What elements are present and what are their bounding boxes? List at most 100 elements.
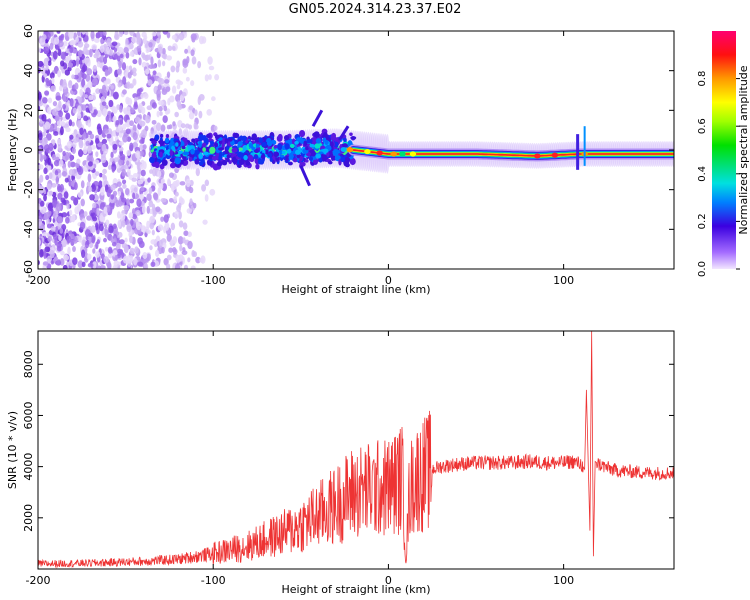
spectrogram-noise-cell [85,240,90,249]
spectrogram-noise-cell [84,229,91,237]
spectrogram-noise-cell [47,97,53,104]
colorbar-tick-label: 0.6 [697,118,708,134]
spectrogram-noise-cell [126,198,130,206]
spectrogram-noise-cell [111,106,118,114]
spectrogram-noise-cell [197,96,201,105]
spectrogram-signal-cell [266,139,273,147]
spectrogram-noise-cell [62,103,67,110]
spectrogram-x-tick-label: -200 [26,274,51,287]
spectrogram-noise-cell [125,65,130,74]
spectrogram-noise-cell [166,71,171,78]
spectrogram-noise-cell [116,68,122,75]
spectrogram-noise-cell [92,77,98,86]
spectrogram-noise-cell [52,50,58,60]
spectrogram-noise-cell [191,56,197,65]
spectrogram-noise-cell [64,151,70,161]
spectrogram-signal-cell [159,151,163,158]
spectrogram-noise-cell [45,57,50,62]
spectrogram-noise-cell [43,193,47,202]
spectrogram-noise-cell [59,228,64,234]
spectrogram-noise-cell [56,31,61,34]
spectrogram-noise-cell [100,38,104,45]
spectrogram-noise-cell [106,261,112,269]
spectrogram-signal-cell [347,140,353,147]
spectrogram-noise-cell [179,244,183,252]
spectrogram-noise-cell [43,73,48,78]
spectrogram-noise-cell [168,197,174,203]
spectrogram-noise-cell [187,257,191,263]
spectrogram-node [399,151,406,157]
spectrogram-noise-cell [122,89,127,95]
spectrogram-noise-cell [81,73,87,80]
spectrogram-signal-cell [193,150,200,156]
spectrogram-noise-cell [190,80,195,87]
spectrogram-signal-cell [169,158,176,163]
snr-x-tick-label: -200 [26,574,51,587]
spectrogram-noise-cell [77,105,82,114]
spectrogram-noise-cell [105,219,110,226]
spectrogram-noise-cell [125,51,130,59]
spectrogram-signal-cell [228,137,233,142]
spectrogram-noise-cell [94,171,100,176]
spectrogram-noise-cell [202,219,208,225]
spectrogram-noise-cell [72,246,76,252]
spectrogram-noise-cell [190,33,197,41]
spectrogram-noise-cell [144,114,151,124]
spectrogram-signal-cell [233,158,237,165]
spectrogram-noise-cell [48,142,54,152]
spectrogram-noise-cell [60,60,65,67]
spectrogram-noise-cell [69,161,76,168]
spectrogram-noise-cell [141,205,146,214]
spectrogram-noise-cell [112,91,119,100]
spectrogram-signal-cell [179,140,185,147]
spectrogram-signal-cell [350,136,357,140]
colorbar: 0.0 0.2 0.4 0.6 0.8 Normalized spectral ampl… [697,31,750,277]
spectrogram-noise-cell [92,261,97,269]
spectrogram-noise-cell [87,145,93,154]
spectrogram-noise-cell [77,191,83,198]
spectrogram-noise-cell [177,202,182,209]
spectrogram-noise-cell [54,36,60,45]
spectrogram-noise-cell [118,158,124,166]
spectrogram-noise-cell [149,245,153,251]
spectrogram-noise-cell [164,222,170,231]
spectrogram-noise-cell [143,93,149,99]
spectrogram-noise-cell [187,231,192,238]
spectrogram-noise-cell [146,105,153,111]
spectrogram-noise-cell [71,74,75,80]
spectrogram-noise-cell [147,177,151,183]
spectrogram-noise-cell [112,190,118,196]
spectrogram-noise-cell [38,152,41,161]
spectrogram-noise-cell [188,105,194,111]
spectrogram-noise-cell [201,184,207,192]
spectrogram-noise-cell [43,250,47,260]
spectrogram-noise-cell [40,206,46,215]
spectrogram-signal-cell [174,157,181,165]
spectrogram-noise-cell [113,47,118,53]
spectrogram-noise-cell [160,216,165,222]
spectrogram-noise-cell [119,153,126,161]
spectrogram-signal-cell [299,155,304,162]
spectrogram-noise-cell [70,195,76,201]
spectrogram-streak [311,109,324,127]
spectrogram-noise-cell [168,247,174,253]
spectrogram-noise-cell [119,53,124,59]
spectrogram-signal-cell [315,153,322,159]
spectrogram-noise-cell [171,184,175,192]
spectrogram-signal-cell [349,157,356,166]
spectrogram-signal-cell [225,146,230,150]
spectrogram-noise-cell [49,249,55,259]
spectrogram-noise-cell [175,179,180,187]
spectrogram-signal-cell [254,149,259,154]
spectrogram-noise-cell [57,216,63,224]
spectrogram-noise-cell [136,198,142,208]
spectrogram-signal-cell [161,159,168,166]
spectrogram-noise-cell [139,144,144,151]
spectrogram-signal-cell [214,134,220,140]
spectrogram-noise-cell [66,141,73,149]
spectrogram-noise-cell [123,205,130,211]
spectrogram-noise-cell [57,48,62,57]
spectrogram-noise-cell [107,110,112,116]
spectrogram-signal-cell [349,132,353,137]
